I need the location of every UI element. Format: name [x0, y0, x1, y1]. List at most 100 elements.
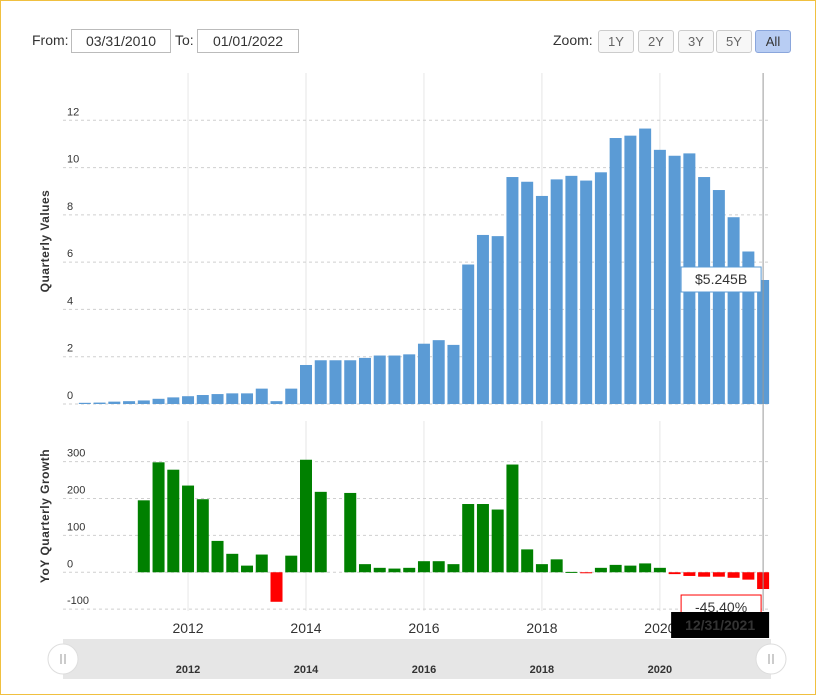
date-label: 12/31/2021 [685, 617, 755, 633]
navigator [63, 639, 771, 679]
navigator-handle[interactable] [755, 643, 787, 675]
bar [108, 401, 121, 404]
bar [580, 180, 593, 404]
bar [300, 459, 313, 573]
y-tick-label: 0 [67, 558, 73, 570]
bar [123, 401, 136, 404]
bar [447, 344, 460, 404]
y-tick-label: 300 [67, 448, 85, 460]
bar [270, 572, 283, 602]
zoom-button[interactable]: 2Y [638, 30, 674, 53]
bar [403, 567, 416, 573]
bar [226, 553, 239, 573]
bar [167, 397, 180, 404]
bar [373, 567, 386, 573]
bar [255, 554, 268, 573]
bar [344, 360, 357, 404]
bar [285, 388, 298, 404]
bar [137, 400, 150, 404]
to-label: To: [175, 32, 194, 48]
bar [314, 360, 327, 404]
tooltip-label: -45.40% [695, 599, 747, 615]
to-input[interactable]: 01/01/2022 [197, 29, 299, 53]
bar [535, 195, 548, 404]
bar [624, 135, 637, 404]
bar [609, 564, 622, 573]
from-input[interactable]: 03/31/2010 [71, 29, 171, 53]
bar [565, 175, 578, 404]
bar [167, 469, 180, 573]
y-tick-label: 2 [67, 343, 73, 355]
x-tick-label: 2012 [172, 620, 203, 636]
y-tick-label: 0 [67, 390, 73, 402]
bar [329, 360, 342, 404]
bar [403, 354, 416, 404]
bar [417, 343, 430, 404]
bar [241, 393, 254, 404]
bar [491, 509, 504, 573]
y-axis-label: YoY Quarterly Growth [38, 449, 52, 583]
bar [742, 572, 755, 580]
bar [727, 572, 740, 578]
bar [358, 564, 371, 573]
bar [683, 572, 696, 576]
bar [388, 568, 401, 573]
bar [594, 172, 607, 404]
bar [565, 571, 578, 573]
bar [78, 402, 91, 404]
bar [182, 485, 195, 573]
y-tick-label: 100 [67, 521, 85, 533]
bar [476, 504, 489, 573]
bar [270, 401, 283, 404]
handle-circle [755, 643, 787, 675]
navigator-label: 2018 [530, 664, 554, 676]
x-tick-label: 2020 [644, 620, 675, 636]
bar [432, 340, 445, 404]
bar [255, 388, 268, 404]
y-tick-label: -100 [67, 595, 89, 607]
bar [712, 572, 725, 577]
bar [93, 402, 106, 404]
handle-circle [47, 643, 79, 675]
bar [285, 555, 298, 573]
bar [211, 394, 224, 404]
bar [609, 138, 622, 404]
zoom-button[interactable]: 3Y [678, 30, 714, 53]
bar [639, 128, 652, 404]
tooltip-label: $5.245B [695, 271, 747, 287]
bar [506, 177, 519, 404]
bar [521, 549, 534, 573]
navigator-label: 2012 [176, 664, 200, 676]
bar [152, 398, 165, 404]
zoom-button[interactable]: All [755, 30, 791, 53]
bar [417, 561, 430, 573]
y-tick-label: 10 [67, 154, 79, 166]
y-tick-label: 200 [67, 484, 85, 496]
zoom-button[interactable]: 1Y [598, 30, 634, 53]
navigator-handle[interactable] [47, 643, 79, 675]
y-axis-label: Quarterly Values [38, 190, 52, 293]
bar [639, 563, 652, 573]
bar [314, 491, 327, 573]
bar [727, 217, 740, 404]
bar [698, 572, 711, 577]
bar [241, 565, 254, 573]
bar [462, 504, 475, 573]
bar [432, 561, 445, 573]
bar [521, 181, 534, 404]
bar [447, 564, 460, 573]
bar [388, 355, 401, 404]
bar [653, 149, 666, 404]
x-tick-label: 2016 [408, 620, 439, 636]
bar [491, 236, 504, 404]
navigator-label: 2020 [648, 664, 672, 676]
zoom-button[interactable]: 5Y [716, 30, 752, 53]
bar [506, 464, 519, 573]
bar [668, 155, 681, 404]
bar [196, 499, 209, 573]
bar [594, 567, 607, 573]
bar [476, 234, 489, 404]
bar [712, 190, 725, 404]
